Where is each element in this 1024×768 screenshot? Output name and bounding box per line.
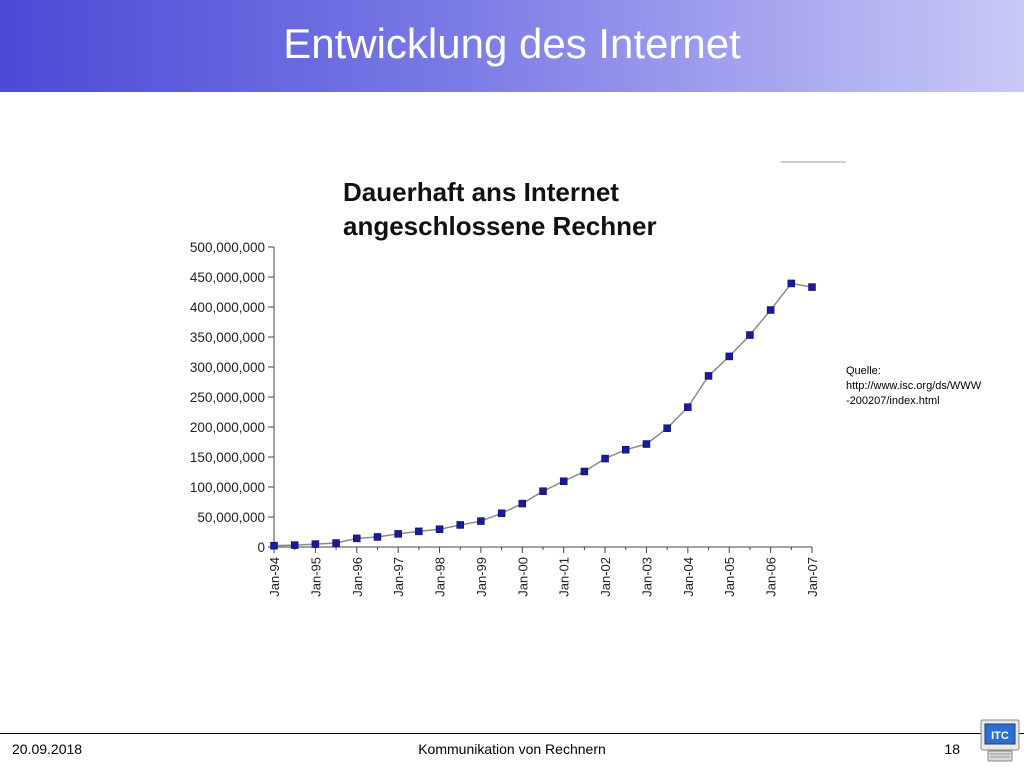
source-url-line-1: http://www.isc.org/ds/WWW (846, 380, 982, 392)
x-tick-label: Jan-95 (308, 557, 323, 597)
chart-title-line-2: angeschlossene Rechner (343, 211, 657, 241)
y-tick-label: 350,000,000 (190, 330, 265, 345)
data-point (684, 403, 692, 411)
data-point (394, 530, 402, 538)
data-point (353, 534, 361, 543)
y-tick-label: 500,000,000 (190, 240, 265, 255)
data-point (435, 525, 444, 533)
x-tick-label: Jan-05 (722, 557, 737, 597)
data-point (704, 372, 713, 380)
x-tick-label: Jan-02 (598, 557, 613, 597)
y-tick-label: 300,000,000 (190, 360, 265, 375)
data-point (311, 540, 320, 548)
slide-title: Entwicklung des Internet (283, 20, 741, 67)
x-tick-label: Jan-04 (681, 557, 696, 597)
source-note: Quelle: http://www.isc.org/ds/WWW -20020… (846, 364, 981, 409)
chart-title-line-1: Dauerhaft ans Internet (343, 177, 619, 207)
data-point (497, 509, 506, 518)
itc-logo: ITC (980, 719, 1020, 762)
data-point (415, 527, 423, 536)
y-tick-label: 50,000,000 (197, 510, 265, 525)
chart: Dauerhaft ans Internet angeschlossene Re… (190, 161, 846, 597)
y-tick-label: 450,000,000 (190, 270, 265, 285)
y-tick-label: 100,000,000 (190, 480, 265, 495)
footer-date: 20.09.2018 (12, 741, 83, 757)
x-tick-label: Jan-98 (433, 557, 448, 597)
data-point (539, 487, 547, 495)
x-tick-label: Jan-99 (474, 557, 489, 597)
data-point (332, 539, 340, 547)
series-hosts (270, 279, 816, 550)
y-tick-label: 200,000,000 (190, 420, 265, 435)
data-point (518, 499, 527, 508)
data-point (622, 445, 630, 454)
data-point (270, 541, 278, 550)
data-point (725, 352, 733, 361)
data-point (559, 477, 568, 486)
data-point (477, 517, 485, 525)
x-tick-label: Jan-00 (515, 557, 530, 597)
footer-divider (0, 733, 1024, 734)
data-point (373, 533, 382, 541)
data-point (808, 283, 816, 291)
x-tick-label: Jan-94 (267, 557, 282, 597)
y-tick-label: 0 (257, 540, 265, 555)
x-tick-label: Jan-97 (391, 557, 406, 597)
itc-logo-text: ITC (991, 730, 1009, 742)
data-point (663, 424, 671, 432)
data-point (766, 306, 775, 314)
data-point (456, 521, 464, 529)
source-url-line-2: -200207/index.html (846, 395, 940, 407)
y-tick-label: 150,000,000 (190, 450, 265, 465)
x-tick-label: Jan-07 (805, 557, 820, 597)
x-axis-ticks: Jan-94 Jan-95 Jan-96 Jan-97 Jan-98 Jan-99 Jan-… (267, 547, 820, 597)
source-label: Quelle: (846, 365, 881, 377)
x-tick-label: Jan-96 (350, 557, 365, 597)
x-tick-label: Jan-03 (639, 557, 654, 597)
y-tick-label: 250,000,000 (190, 390, 265, 405)
chart-axes (273, 247, 812, 548)
data-point (787, 279, 796, 288)
data-point (746, 331, 754, 339)
x-tick-label: Jan-01 (557, 557, 572, 597)
x-tick-label: Jan-06 (764, 557, 779, 597)
series-line (273, 282, 813, 547)
page-number: 18 (944, 741, 960, 757)
data-point (290, 541, 299, 549)
title-bar: Entwicklung des Internet (0, 0, 1024, 92)
data-point (580, 467, 589, 476)
data-point (601, 454, 609, 463)
y-tick-label: 400,000,000 (190, 300, 265, 315)
y-axis-ticks: 0 50,000,000 100,000,000 150,000,000 200,000… (190, 240, 274, 555)
footer-title: Kommunikation von Rechnern (418, 741, 606, 757)
data-point (642, 440, 651, 448)
